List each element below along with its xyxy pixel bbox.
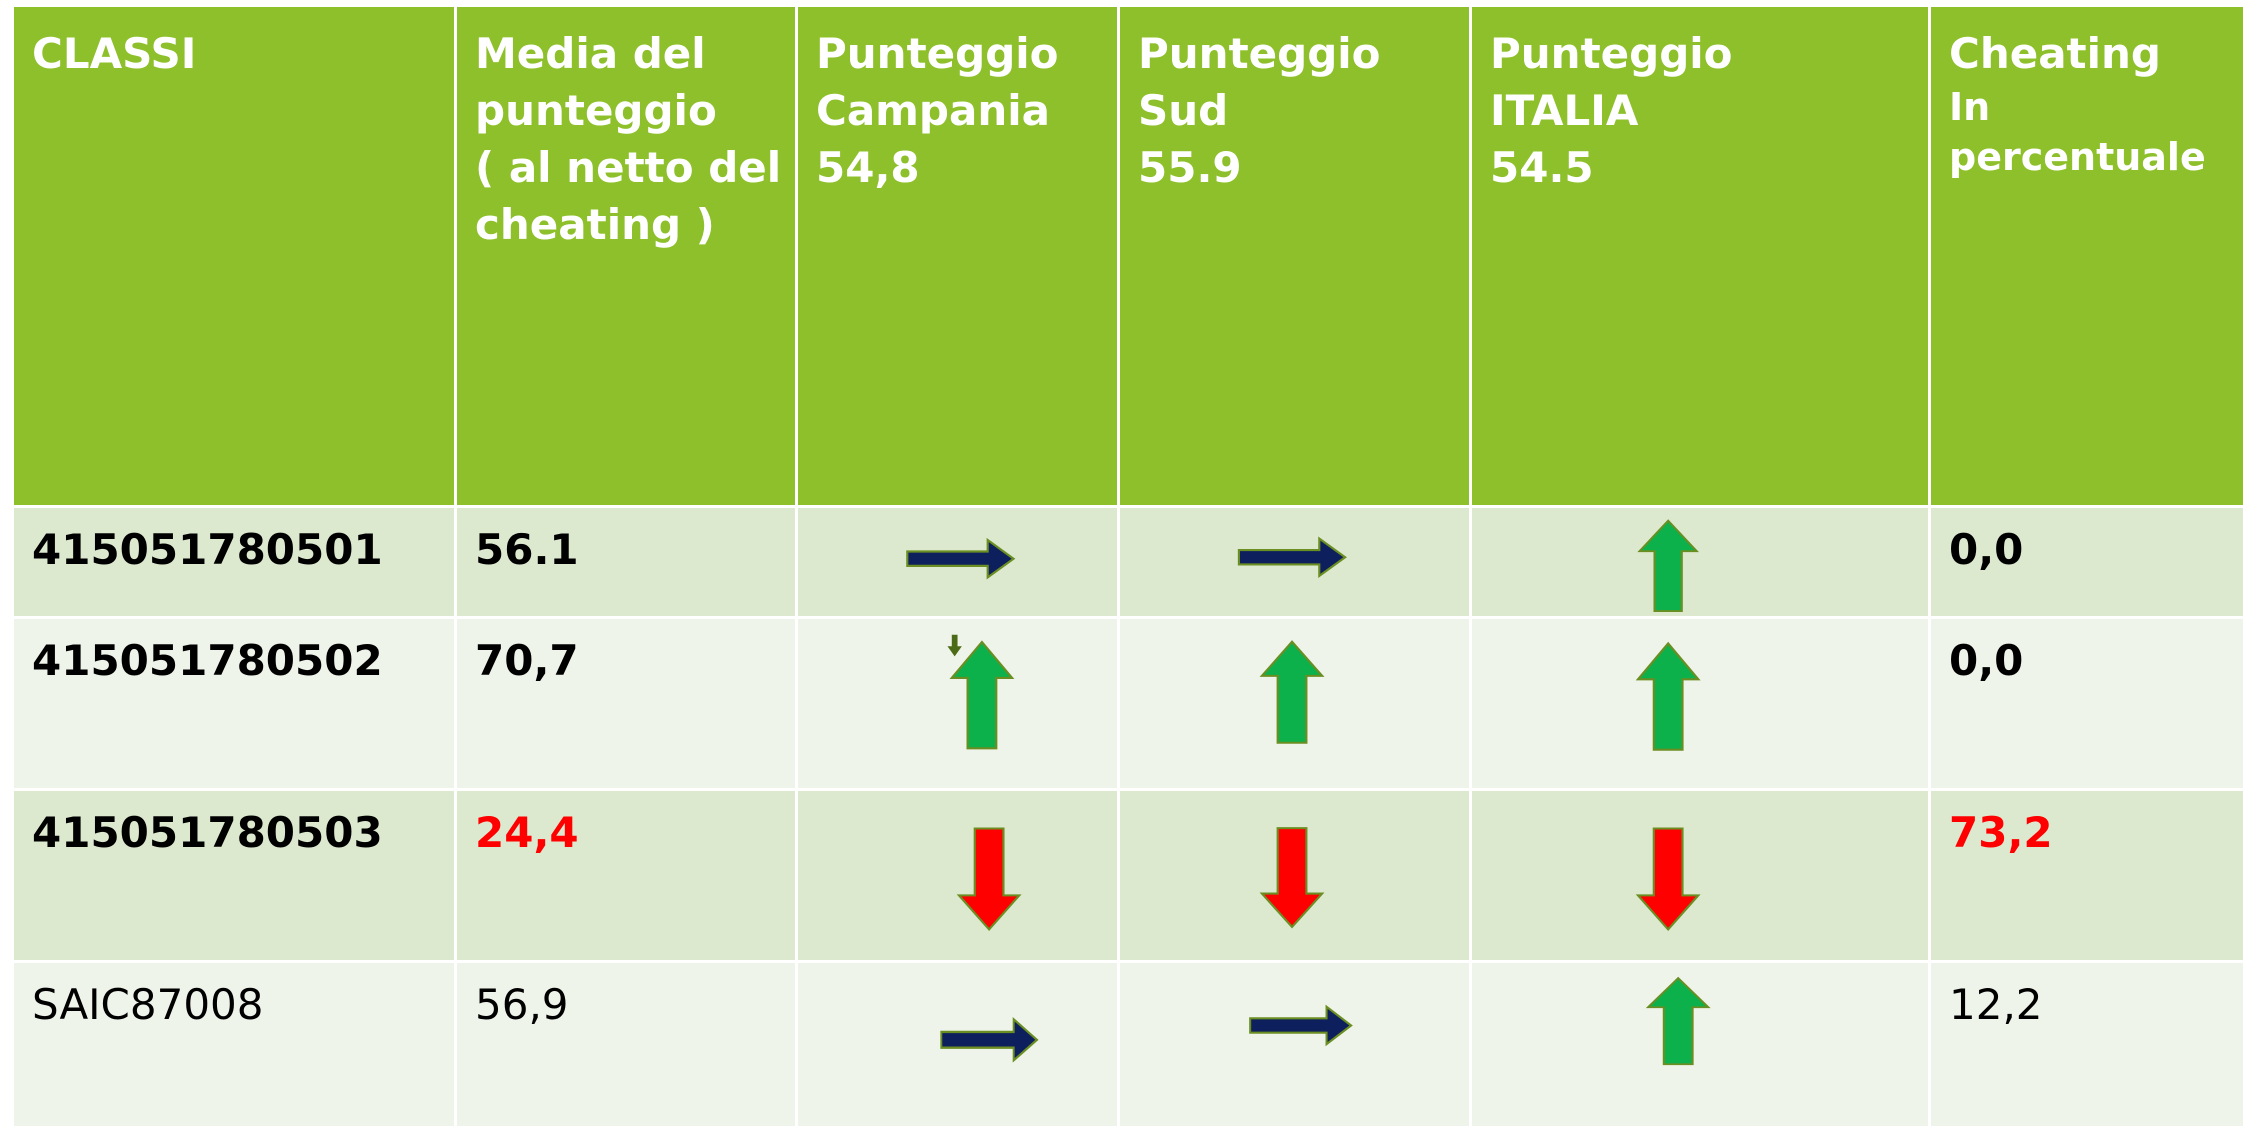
body-cell [1472, 963, 1928, 1126]
arrow-right [906, 538, 1015, 579]
body-cell [1472, 791, 1928, 960]
header-cell: CLASSI [14, 7, 454, 505]
arrow-right [940, 1018, 1039, 1062]
cell-text: 73,2 [1949, 808, 2053, 857]
cell-text: 415051780501 [32, 525, 383, 574]
header-cell: Punteggio Sud 55.9 [1120, 7, 1469, 505]
body-cell: 415051780503 [14, 791, 454, 960]
arrow-up [950, 640, 1014, 750]
body-cell [1472, 619, 1928, 788]
body-cell: 56,9 [457, 963, 795, 1126]
arrow-up [1646, 977, 1710, 1066]
header-cell: Media del punteggio ( al netto del cheating… [457, 7, 795, 505]
body-cell: 24,4 [457, 791, 795, 960]
arrow-up [1638, 519, 1698, 613]
body-cell: 0,0 [1931, 619, 2243, 788]
body-cell [1472, 508, 1928, 616]
cell-text: Campania [816, 86, 1050, 135]
arrow-up [1636, 642, 1700, 751]
cell-text: 56.1 [475, 525, 579, 574]
arrow-down [1260, 827, 1324, 929]
cell-text: ( al netto del [475, 143, 782, 192]
cell-text: 0,0 [1949, 636, 2024, 685]
arrow-up [1260, 640, 1324, 744]
cell-text: CLASSI [32, 29, 197, 78]
cell-text: Media del [475, 29, 706, 78]
arrow-down [957, 827, 1021, 931]
cell-text: 54.5 [1490, 143, 1594, 192]
cell-text: Sud [1138, 86, 1229, 135]
cell-text: 70,7 [475, 636, 579, 685]
cell-text: Punteggio [816, 29, 1059, 78]
cell-text: 12,2 [1949, 980, 2043, 1029]
cell-text: 415051780503 [32, 808, 383, 857]
body-cell [798, 791, 1117, 960]
cell-text: ITALIA [1490, 86, 1639, 135]
body-cell: 415051780502 [14, 619, 454, 788]
cell-text: 0,0 [1949, 525, 2024, 574]
arrow-down [1636, 827, 1700, 931]
cell-text: Cheating [1949, 29, 2161, 78]
cell-text: 24,4 [475, 808, 579, 857]
cell-text: SAIC87008 [32, 980, 264, 1029]
cell-text: 415051780502 [32, 636, 383, 685]
small-arrow-down [947, 634, 962, 657]
body-cell [1120, 963, 1469, 1126]
cell-text: cheating ) [475, 200, 715, 249]
body-cell: 415051780501 [14, 508, 454, 616]
header-cell: Punteggio Campania 54,8 [798, 7, 1117, 505]
body-cell: 0,0 [1931, 508, 2243, 616]
arrow-right [1237, 537, 1347, 578]
body-cell: 70,7 [457, 619, 795, 788]
cell-text: Punteggio [1138, 29, 1381, 78]
cell-text: Punteggio [1490, 29, 1733, 78]
body-cell: 56.1 [457, 508, 795, 616]
arrow-right [1249, 1005, 1353, 1046]
cell-text: percentuale [1949, 135, 2206, 179]
cell-text: 54,8 [816, 143, 920, 192]
body-cell: 73,2 [1931, 791, 2243, 960]
cell-text: 55.9 [1138, 143, 1242, 192]
body-cell: SAIC87008 [14, 963, 454, 1126]
body-cell: 12,2 [1931, 963, 2243, 1126]
cell-text: 56,9 [475, 980, 569, 1029]
cell-text: In [1949, 85, 1991, 129]
header-cell: Punteggio ITALIA 54.5 [1472, 7, 1928, 505]
header-cell: Cheating In percentuale [1931, 7, 2243, 505]
cell-text: punteggio [475, 86, 717, 135]
